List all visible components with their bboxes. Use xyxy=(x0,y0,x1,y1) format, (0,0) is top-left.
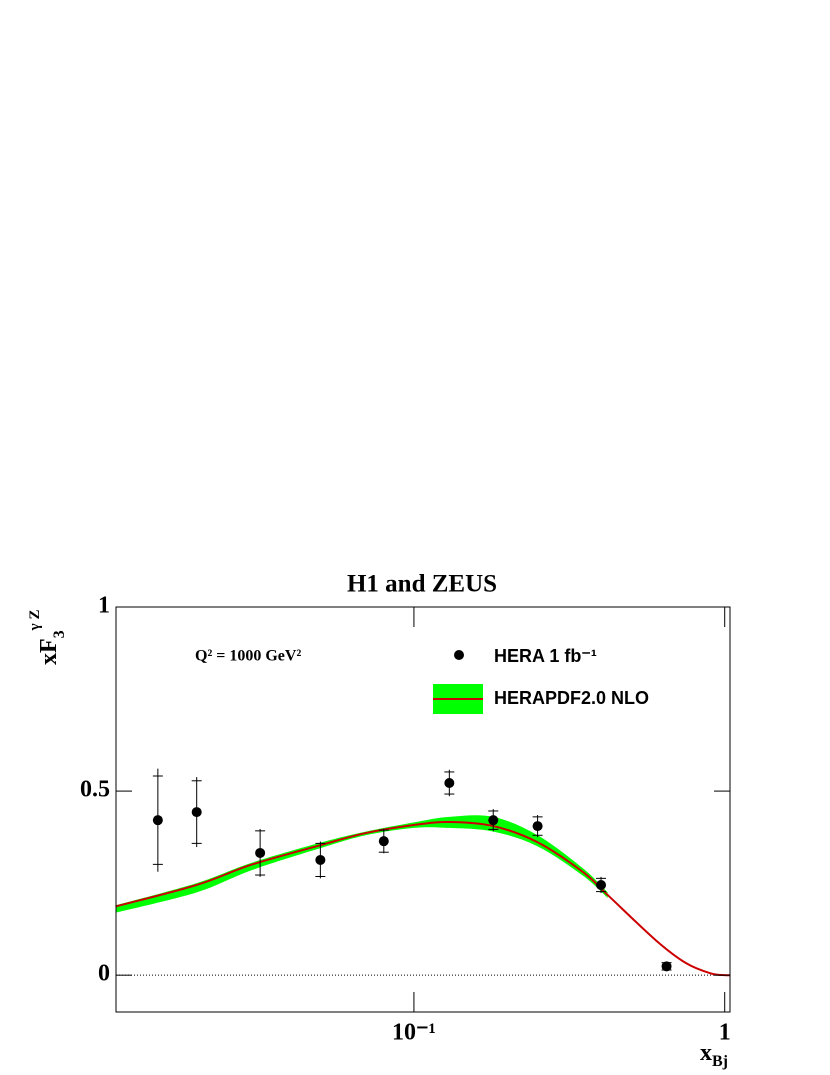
data-point xyxy=(191,807,202,818)
y-label-sup: γ Z xyxy=(27,610,43,632)
uncertainty-band xyxy=(116,815,608,913)
chart-title: H1 and ZEUS xyxy=(347,571,497,598)
x-tick-label: 1 xyxy=(719,1020,731,1046)
y-tick-label: 0 xyxy=(98,961,110,987)
legend-label: HERA 1 fb⁻¹ xyxy=(494,646,597,666)
data-point xyxy=(255,847,266,858)
x-label-sub: Bj xyxy=(712,1053,728,1070)
prediction-line xyxy=(115,821,731,977)
plot-frame xyxy=(115,606,731,1013)
legend-label: HERAPDF2.0 NLO xyxy=(494,688,649,708)
data-point xyxy=(444,777,455,788)
annotation: Q² = 1000 GeV² xyxy=(195,648,301,665)
y-tick-label: 0.5 xyxy=(80,777,110,803)
legend-marker xyxy=(454,650,464,660)
data-point xyxy=(378,836,389,847)
y-label-sub: 3 xyxy=(51,630,68,638)
y-tick-label: 1 xyxy=(98,593,110,619)
x-axis-label: xBj xyxy=(700,1040,728,1070)
x-tick-label: 10⁻¹ xyxy=(392,1020,436,1046)
x-label-main: x xyxy=(700,1040,712,1066)
data-point xyxy=(661,961,672,972)
y-axis-label: xF3 γ Z xyxy=(27,610,67,665)
y-label-main: xF xyxy=(36,638,62,665)
data-point xyxy=(532,821,543,832)
data-point xyxy=(152,815,163,826)
data-point xyxy=(488,815,499,826)
data-point xyxy=(315,854,326,865)
legend: HERA 1 fb⁻¹ HERAPDF2.0 NLO xyxy=(433,646,649,714)
data-point xyxy=(596,879,607,890)
